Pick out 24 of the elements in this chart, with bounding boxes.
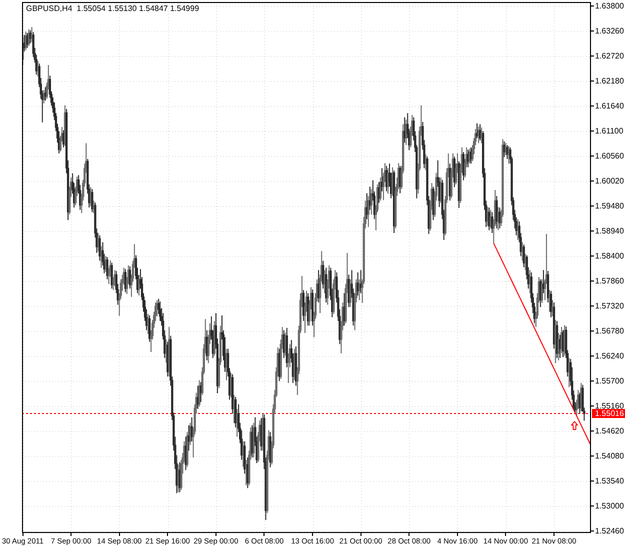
y-tick-label: 1.61100 <box>595 126 624 136</box>
chart-title: GBPUSD,H4 1.55054 1.55130 1.54847 1.54999 <box>26 4 200 14</box>
y-tick-label: 1.56240 <box>595 351 624 360</box>
y-tick-label: 1.61640 <box>595 101 624 110</box>
y-tick-label: 1.60020 <box>595 176 624 186</box>
y-tick-label: 1.63800 <box>595 1 624 10</box>
ref-line-label: 1.55016 <box>595 409 624 418</box>
y-tick-label: 1.57860 <box>595 276 624 286</box>
y-tick-label: 1.54620 <box>595 426 624 436</box>
y-tick-label: 1.54080 <box>595 451 624 460</box>
y-tick-label: 1.53540 <box>595 476 624 486</box>
y-tick-label: 1.63260 <box>595 26 624 36</box>
y-tick-label: 1.59480 <box>595 201 624 210</box>
y-tick-label: 1.55160 <box>595 401 624 410</box>
y-tick-label: 1.55700 <box>595 376 624 386</box>
y-tick-label: 1.60560 <box>595 151 624 160</box>
y-tick-label: 1.57320 <box>595 301 624 310</box>
y-tick-label: 1.62180 <box>595 76 624 86</box>
y-tick-label: 1.62720 <box>595 51 624 60</box>
y-tick-label: 1.58400 <box>595 251 624 260</box>
y-tick-label: 1.52460 <box>595 526 624 536</box>
y-tick-label: 1.56780 <box>595 326 624 336</box>
y-tick-label: 1.53000 <box>595 501 624 510</box>
y-tick-label: 1.58940 <box>595 226 624 236</box>
